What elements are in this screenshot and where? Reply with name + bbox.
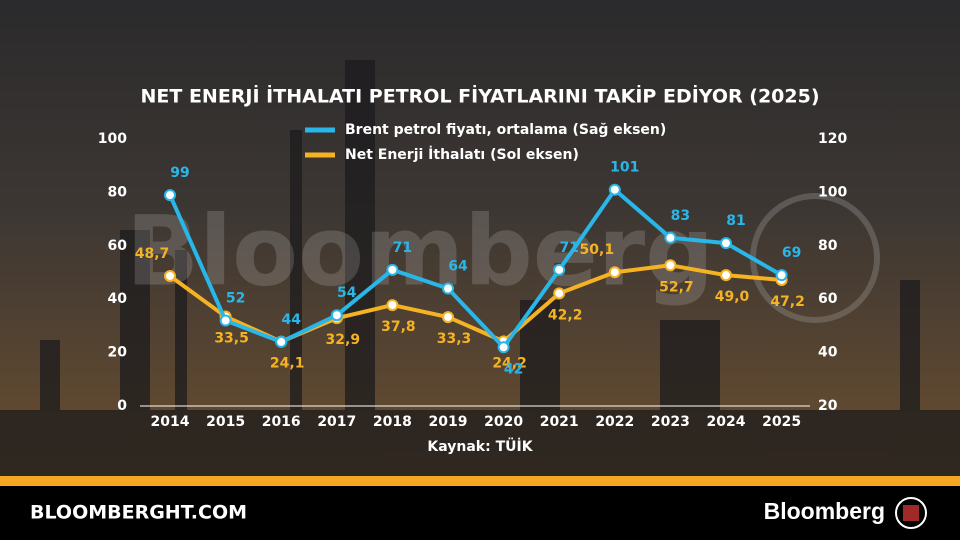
x-tick-label: 2017	[317, 414, 356, 430]
y-tick-label: 40	[108, 291, 128, 307]
x-tick-label: 2025	[762, 414, 801, 430]
refinery-silhouette	[0, 60, 960, 476]
point	[442, 282, 454, 295]
point	[664, 231, 677, 244]
data-label: 71	[393, 240, 412, 256]
point	[219, 314, 232, 327]
data-label: 33,5	[214, 331, 249, 347]
y-tick-label: 0	[117, 398, 127, 414]
data-label: 52	[226, 291, 245, 307]
data-label: 32,9	[326, 332, 361, 348]
footer-logo-mark	[903, 505, 919, 521]
y-tick-label: 60	[108, 238, 128, 254]
x-tick-label: 2022	[595, 414, 634, 430]
data-label: 33,3	[437, 331, 472, 347]
y-tick-label: 20	[108, 345, 128, 361]
x-tick-label: 2021	[540, 414, 579, 430]
x-tick-label: 2014	[151, 414, 190, 430]
point	[775, 269, 788, 282]
data-label: 52,7	[659, 279, 694, 295]
data-label: 64	[448, 259, 468, 275]
x-tick-label: 2016	[262, 414, 301, 430]
data-label: 69	[782, 245, 801, 261]
data-label: 54	[337, 285, 357, 301]
point	[608, 266, 621, 279]
y2-tick-label: 100	[818, 184, 847, 200]
data-label: 42	[504, 361, 523, 377]
point	[275, 335, 288, 348]
data-label: 81	[726, 213, 745, 229]
footer-brand: Bloomberg	[764, 498, 885, 524]
y2-tick-label: 20	[818, 398, 838, 414]
x-tick-label: 2020	[484, 414, 523, 430]
background	[0, 0, 960, 476]
x-tick-label: 2015	[206, 414, 245, 430]
y2-tick-label: 60	[818, 291, 838, 307]
footer-stripe	[0, 476, 960, 486]
point	[164, 189, 176, 202]
footer-logo	[895, 497, 927, 529]
point	[553, 287, 566, 300]
y-tick-label: 100	[98, 131, 127, 147]
point	[664, 259, 677, 272]
data-label: 101	[610, 160, 639, 176]
data-label: 42,2	[548, 307, 583, 323]
x-tick-label: 2019	[429, 414, 468, 430]
data-label: 49,0	[715, 289, 750, 305]
point	[386, 299, 399, 312]
data-label: 71	[559, 240, 578, 256]
series-line	[168, 187, 783, 350]
point	[386, 263, 399, 276]
point	[442, 311, 454, 324]
y-tick-label: 80	[108, 184, 128, 200]
footer-site: BLOOMBERGHT.COM	[30, 502, 247, 524]
point	[164, 269, 176, 282]
legend-label: Brent petrol fiyatı, ortalama (Sağ eksen…	[345, 122, 666, 138]
x-tick-label: 2018	[373, 414, 412, 430]
data-label: 83	[671, 208, 690, 224]
data-label: 24,1	[270, 356, 305, 372]
data-label: 99	[170, 165, 189, 181]
data-label: 47,2	[770, 294, 805, 310]
source: Kaynak: TÜİK	[427, 437, 533, 455]
chart-title: NET ENERJİ İTHALATI PETROL FİYATLARINI T…	[140, 84, 819, 108]
y2-tick-label: 40	[818, 345, 838, 361]
data-label: 37,8	[381, 319, 416, 335]
x-tick-label: 2023	[651, 414, 690, 430]
point	[330, 309, 343, 322]
point	[720, 237, 732, 250]
footer	[0, 486, 960, 540]
data-label: 44	[281, 312, 301, 328]
data-label: 24,2	[492, 355, 527, 371]
point	[497, 341, 510, 354]
x-tick-label: 2024	[707, 414, 746, 430]
y2-tick-label: 80	[818, 238, 838, 254]
point	[553, 263, 566, 276]
legend-label: Net Enerji İthalatı (Sol eksen)	[345, 146, 579, 163]
data-label: 50,1	[580, 242, 615, 258]
point	[608, 183, 621, 196]
watermark: Bloomberg	[126, 195, 714, 307]
point	[720, 269, 732, 282]
y2-tick-label: 120	[818, 131, 847, 147]
data-label: 48,7	[135, 246, 170, 262]
